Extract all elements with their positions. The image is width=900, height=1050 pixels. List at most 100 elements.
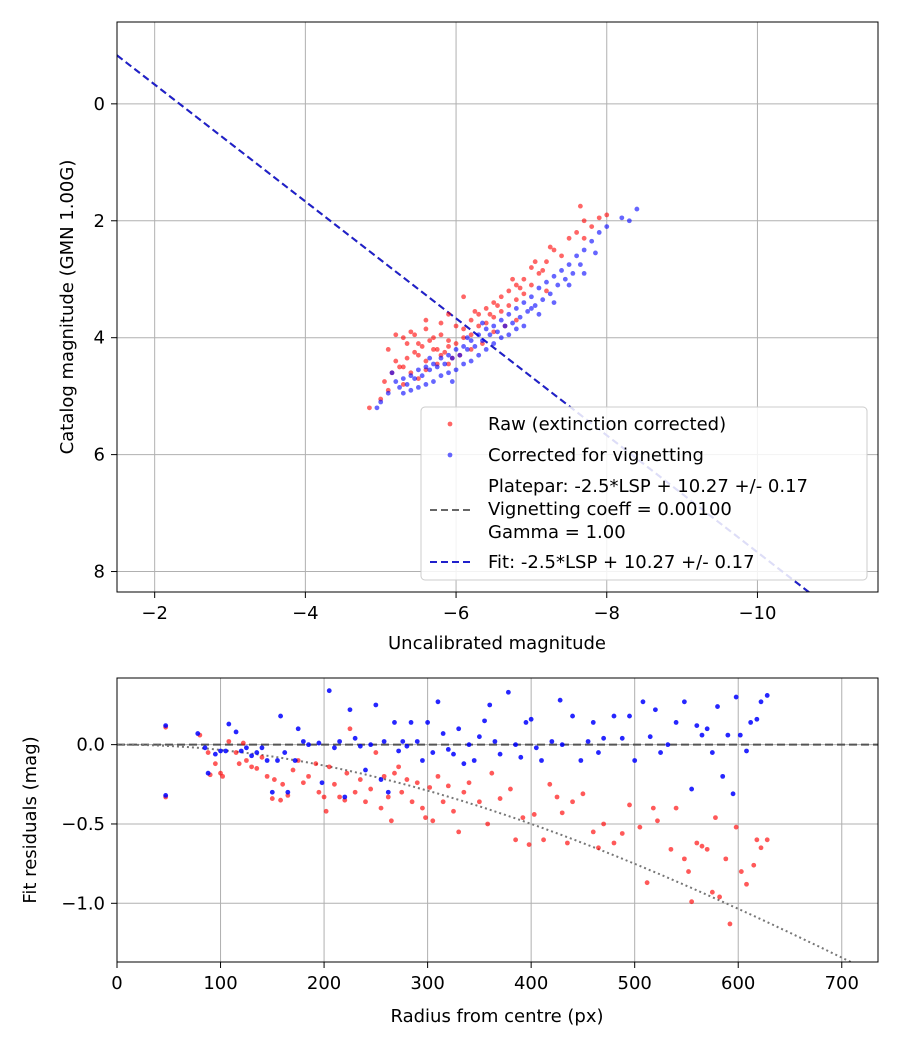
raw-point [513,282,519,288]
corrected-point [593,250,598,256]
residual-corrected-point [539,758,544,763]
residual-corrected-point [737,732,743,738]
raw-point [483,306,489,311]
residual-corrected-point [205,770,211,776]
residual-corrected-point [748,720,754,725]
corrected-point [400,390,406,396]
corrected-point [495,329,500,335]
residual-corrected-point [163,793,169,798]
residual-raw-point [650,805,656,811]
bottom-y-axis-label: Fit residuals (mag) [20,736,41,903]
residual-corrected-point [658,750,663,755]
corrected-point [581,270,587,276]
residual-raw-point [323,808,329,814]
raw-point [491,329,497,335]
raw-point [521,291,527,297]
residual-raw-point [590,829,596,835]
fit-line [117,54,811,592]
residual-corrected-point [425,720,431,725]
corrected-point [419,373,425,379]
bottom-x-tick-label: 400 [514,973,548,994]
residual-raw-point [655,818,660,824]
residual-raw-point [580,791,586,797]
residual-corrected-point [754,716,760,722]
residual-corrected-point [578,758,584,763]
raw-point [476,311,482,317]
corrected-point [431,361,436,367]
residual-raw-point [271,777,277,782]
residual-corrected-point [725,732,731,738]
residual-raw-point [306,773,311,779]
corrected-point [532,303,538,308]
raw-point [577,203,583,209]
corrected-point [529,306,534,311]
legend-platepar-line3: Gamma = 1.00 [488,522,626,543]
raw-point [495,303,500,308]
raw-point [415,376,421,382]
residual-corrected-point [689,786,695,792]
residual-corrected-point [400,739,406,744]
raw-point [400,364,406,370]
corrected-point [525,308,531,314]
residual-corrected-point [440,731,446,736]
residual-corrected-point [715,704,720,709]
raw-point [581,218,587,224]
residual-corrected-point [513,742,519,748]
residual-raw-point [489,770,495,776]
corrected-point [453,367,459,373]
raw-point [551,247,557,253]
residual-corrected-point [505,689,511,695]
bottom-x-tick-label: 600 [721,973,755,994]
residual-raw-point [254,766,260,771]
raw-point [498,308,504,314]
residual-corrected-point [414,739,420,744]
corrected-point [483,326,489,332]
bottom-x-tick-label: 300 [410,973,444,994]
residual-corrected-point [408,720,414,725]
residual-corrected-point [456,726,462,732]
residual-corrected-point [226,721,232,727]
residual-raw-point [704,846,710,852]
corrected-point [480,338,485,344]
residual-raw-point [709,889,715,895]
raw-point [506,303,512,308]
corrected-point [506,311,512,317]
residual-raw-point [699,843,705,849]
residual-corrected-point [466,742,472,748]
top-x-ticks: −2 −4 −6 −8 −10 [141,592,776,624]
residual-raw-point [435,773,441,779]
residual-corrected-point [392,720,397,725]
residual-raw-point [240,740,246,746]
residual-corrected-point [347,707,353,713]
raw-point [397,364,402,370]
top-y-tick-label: 2 [94,211,105,232]
raw-point [412,332,418,338]
residual-raw-point [713,815,718,821]
residual-corrected-point [275,758,280,763]
residual-raw-point [596,845,601,851]
residual-raw-point [392,770,397,776]
residual-raw-point [300,780,306,786]
residual-corrected-point [471,758,477,763]
raw-point [453,323,459,329]
residual-corrected-point [611,713,617,719]
corrected-point [476,352,482,358]
corrected-point [378,399,384,405]
residual-raw-point [244,758,249,763]
corrected-point [464,346,470,352]
residual-raw-point [404,777,410,782]
top-x-tick-label: −4 [292,603,319,624]
corrected-point [464,335,470,341]
residual-corrected-point [720,773,726,779]
residual-corrected-point [549,739,555,744]
raw-point [559,253,564,259]
corrected-point [570,270,576,276]
top-x-tick-label: −8 [593,603,620,624]
raw-point [423,317,429,323]
corrected-point [385,390,391,396]
bottom-x-axis-label: Radius from centre (px) [390,1006,603,1027]
residual-raw-point [290,767,296,773]
residual-corrected-point [673,720,679,725]
corrected-point [619,215,625,221]
